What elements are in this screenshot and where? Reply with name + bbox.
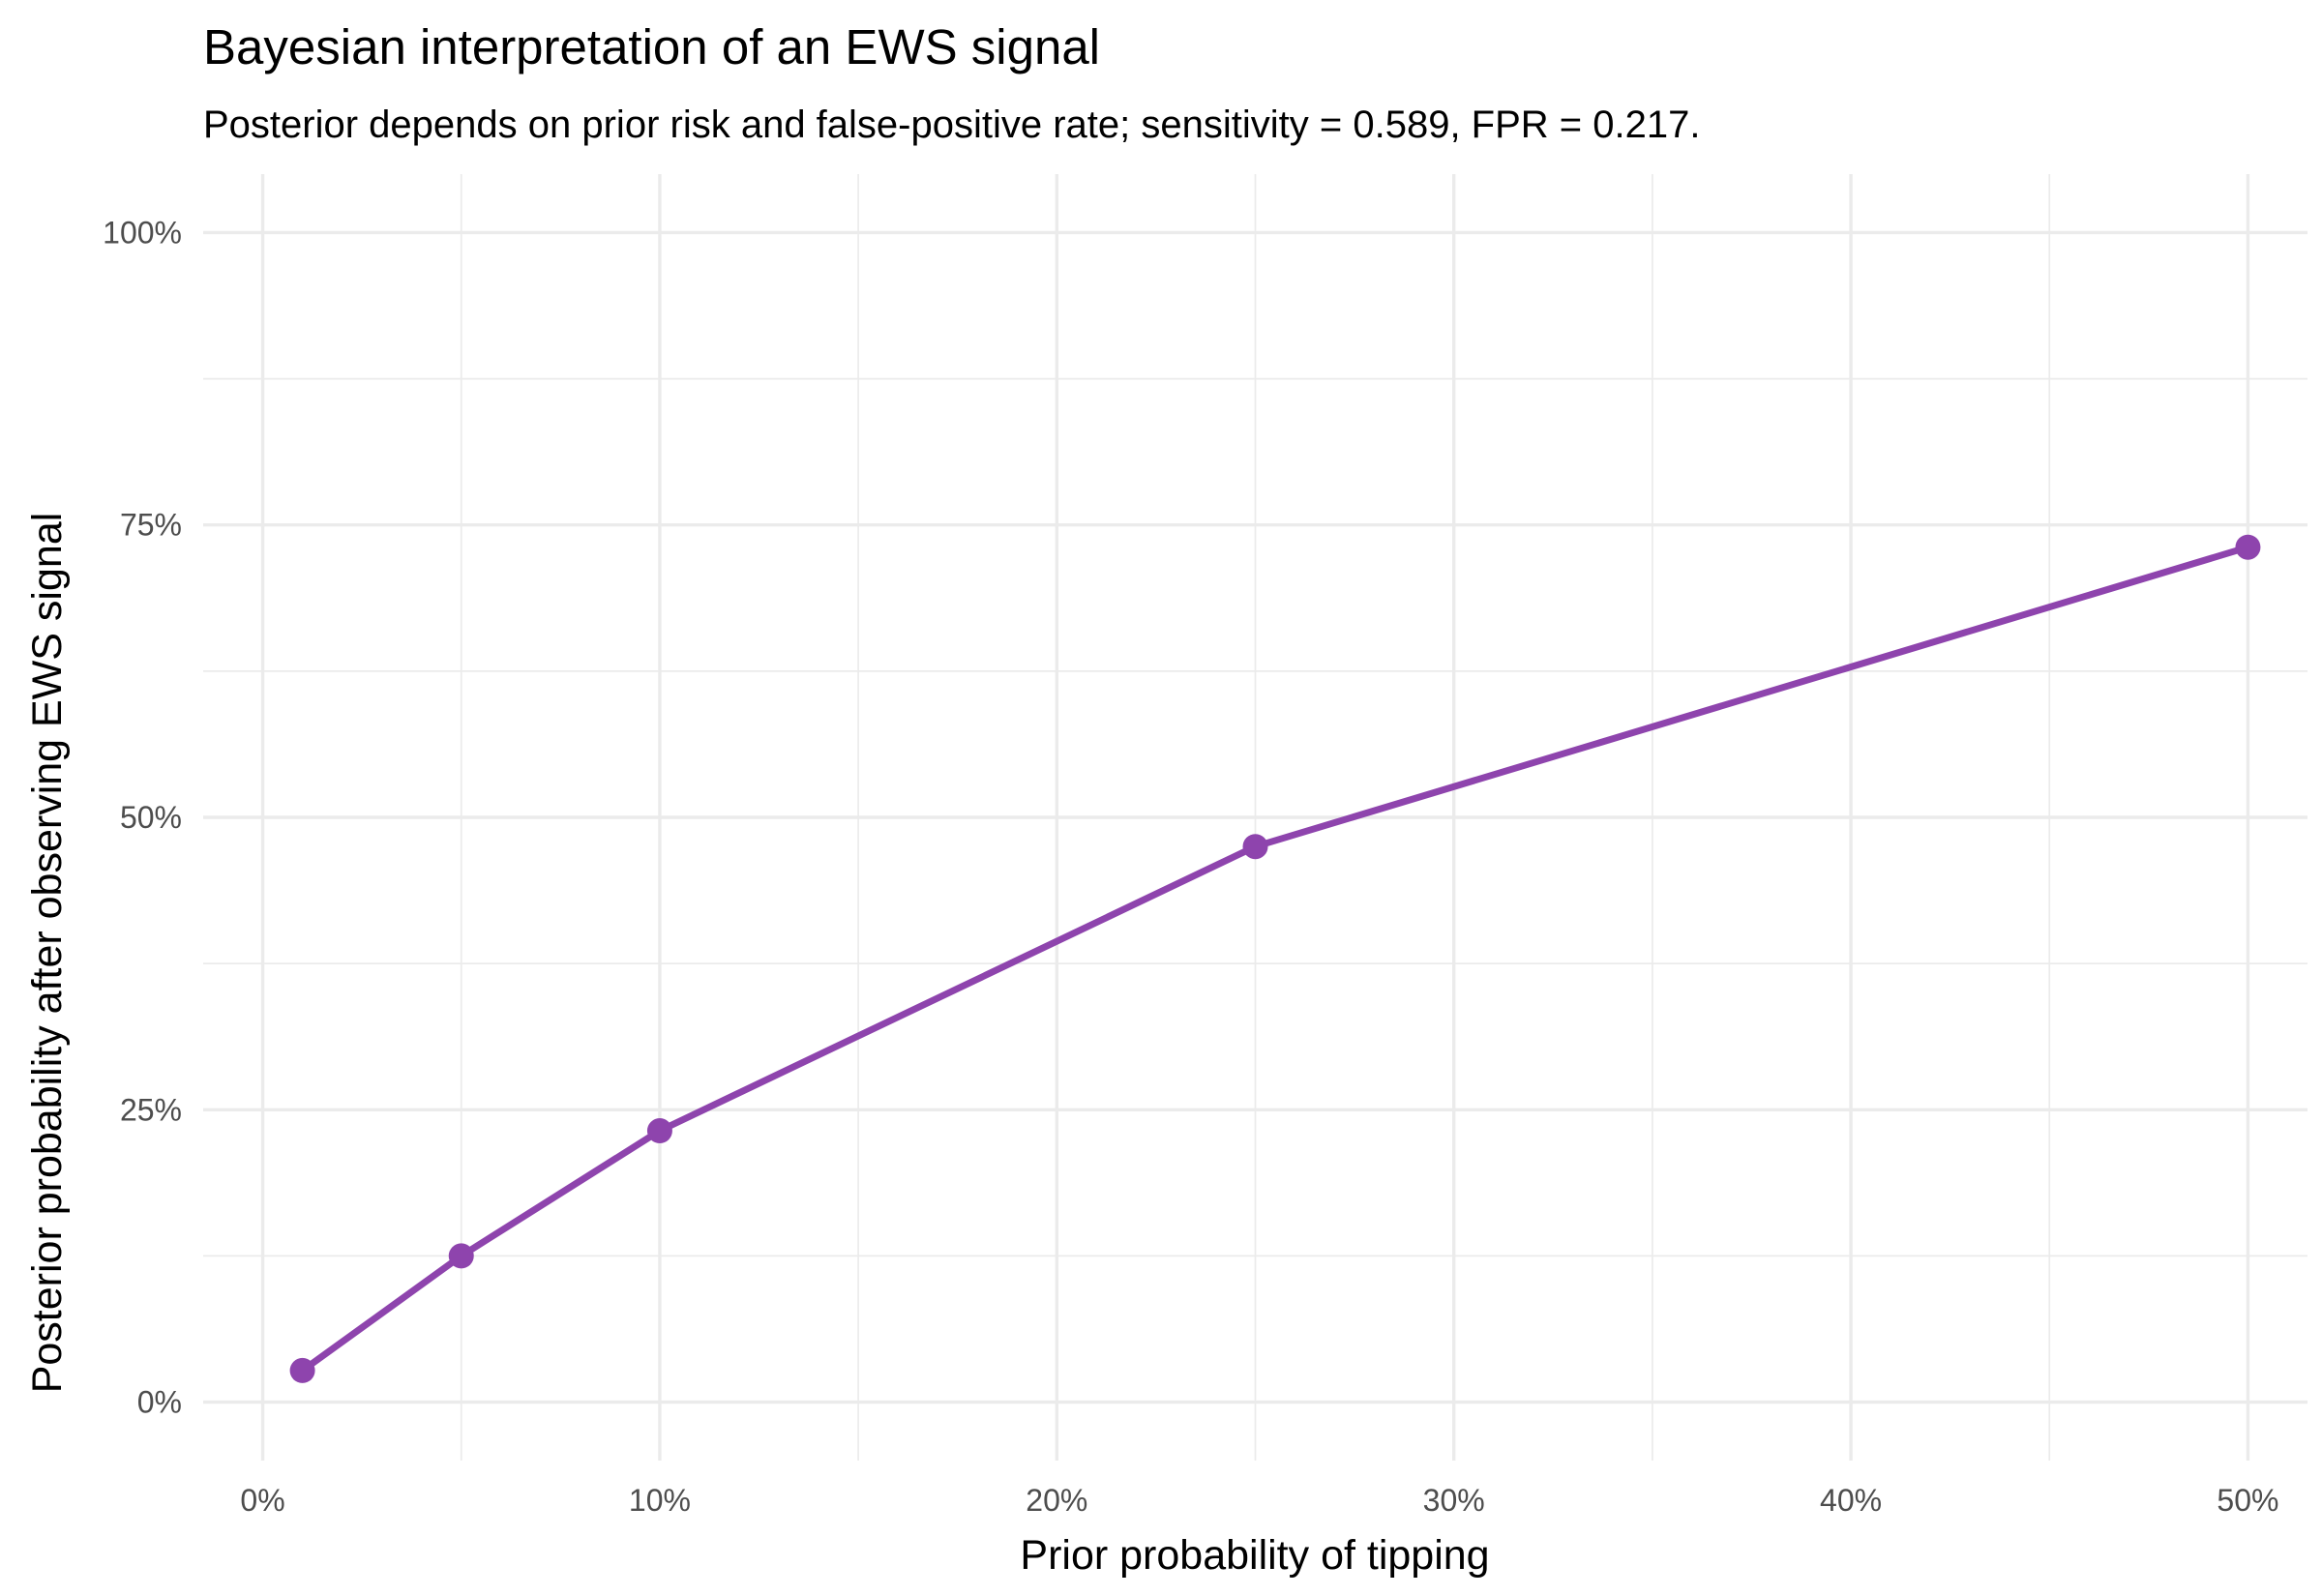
y-tick-label: 100% <box>103 215 182 250</box>
data-point <box>289 1357 315 1383</box>
y-tick-label: 0% <box>137 1385 182 1420</box>
y-axis-tick-labels: 0% 25% 50% 75% 100% <box>103 215 182 1419</box>
x-tick-label: 40% <box>1820 1483 1882 1518</box>
x-tick-label: 20% <box>1026 1483 1087 1518</box>
x-tick-label: 0% <box>240 1483 284 1518</box>
chart-title: Bayesian interpretation of an EWS signal <box>203 19 1100 74</box>
x-tick-label: 50% <box>2217 1483 2278 1518</box>
x-axis-title: Prior probability of tipping <box>1020 1532 1489 1579</box>
x-axis-tick-labels: 0% 10% 20% 30% 40% 50% <box>240 1483 2278 1518</box>
y-tick-label: 75% <box>120 508 182 543</box>
data-point <box>1242 834 1268 860</box>
major-gridlines <box>203 174 2307 1461</box>
data-point <box>646 1118 672 1144</box>
x-tick-label: 30% <box>1423 1483 1485 1518</box>
data-point <box>448 1243 474 1269</box>
data-point <box>2235 534 2261 560</box>
chart-subtitle: Posterior depends on prior risk and fals… <box>203 103 1700 146</box>
y-tick-label: 50% <box>120 800 182 835</box>
y-tick-label: 25% <box>120 1092 182 1127</box>
y-axis-title: Posterior probability after observing EW… <box>24 513 71 1394</box>
x-tick-label: 10% <box>629 1483 691 1518</box>
series-layer <box>289 534 2261 1383</box>
